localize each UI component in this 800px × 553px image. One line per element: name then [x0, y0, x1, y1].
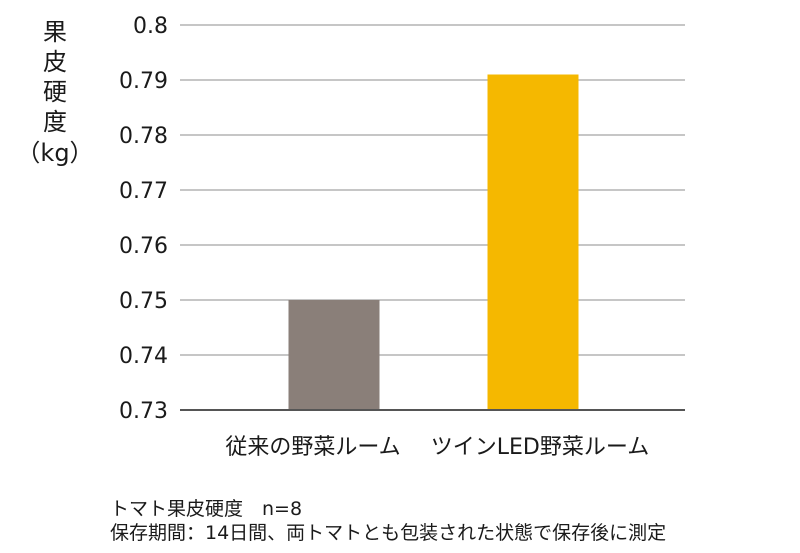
category-label: 従来の野菜ルーム: [225, 435, 400, 460]
y-axis-label-line: 度: [43, 108, 67, 136]
footnote-storage: 保存期間：14日間、両トマトとも包装された状態で保存後に測定: [110, 522, 667, 544]
bar-conventional: [288, 300, 380, 410]
y-axis-label-line: 果: [43, 18, 67, 46]
category-label: ツインLED野菜ルーム: [431, 435, 649, 460]
y-tick-labels: 0.73 0.74 0.75 0.76 0.77 0.78 0.79 0.8: [119, 14, 168, 424]
y-tick-label: 0.75: [119, 289, 168, 314]
y-axis-label-line: 皮: [43, 48, 67, 76]
y-tick-label: 0.8: [133, 14, 168, 39]
y-axis-label-line: 硬: [43, 78, 67, 106]
y-tick-label: 0.79: [119, 69, 168, 94]
y-tick-label: 0.76: [119, 234, 168, 259]
gridlines: [180, 24, 685, 356]
y-tick-label: 0.78: [119, 124, 168, 149]
y-axis-label-line: （kg）: [16, 139, 93, 167]
y-tick-label: 0.77: [119, 179, 168, 204]
y-tick-label: 0.73: [119, 399, 168, 424]
category-labels: 従来の野菜ルーム ツインLED野菜ルーム: [225, 435, 649, 460]
bar-twin-led: [487, 74, 579, 410]
footnote-sample: トマト果皮硬度 n=8: [110, 498, 303, 520]
bars: [288, 74, 579, 410]
y-axis-label: 果皮硬度 （kg）: [16, 18, 93, 167]
y-tick-label: 0.74: [119, 344, 168, 369]
